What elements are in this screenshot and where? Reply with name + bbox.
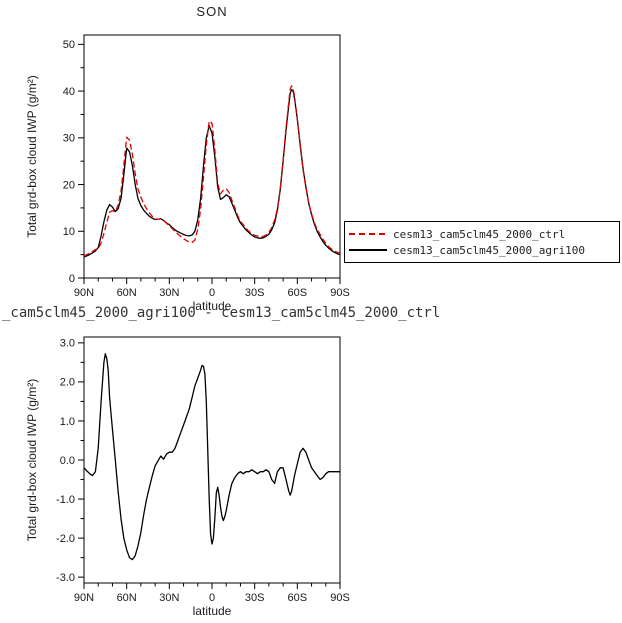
- svg-text:Total grd-box cloud IWP (g/m²): Total grd-box cloud IWP (g/m²): [25, 75, 39, 238]
- svg-text:20: 20: [63, 179, 75, 191]
- svg-text:0: 0: [209, 287, 215, 299]
- svg-text:-1.0: -1.0: [56, 494, 75, 506]
- svg-text:30N: 30N: [159, 592, 179, 604]
- svg-text:latitude: latitude: [193, 299, 232, 313]
- svg-text:60N: 60N: [117, 592, 137, 604]
- legend-entry-ctrl: cesm13_cam5clm45_2000_ctrl: [349, 226, 615, 242]
- svg-text:10: 10: [63, 226, 75, 238]
- svg-text:60S: 60S: [288, 287, 308, 299]
- svg-text:30: 30: [63, 133, 75, 145]
- legend-line-agri100-icon: [349, 249, 387, 251]
- svg-text:30S: 30S: [245, 592, 265, 604]
- svg-text:90N: 90N: [74, 592, 94, 604]
- svg-text:90S: 90S: [330, 592, 350, 604]
- legend-entry-agri100: cesm13_cam5clm45_2000_agri100: [349, 242, 615, 258]
- svg-text:2.0: 2.0: [60, 377, 75, 389]
- svg-text:30S: 30S: [245, 287, 265, 299]
- svg-text:40: 40: [63, 86, 75, 98]
- bottom-difference-chart: 90N 60N 30N 0 30S 60S 90S -3.0 -2.0 -1.0 0.0 1.0 2.0…: [25, 336, 350, 618]
- svg-text:0.0: 0.0: [60, 455, 75, 467]
- svg-text:60S: 60S: [288, 592, 308, 604]
- legend-line-ctrl-icon: [349, 233, 387, 235]
- svg-text:Total grd-box cloud IWP (g/m²): Total grd-box cloud IWP (g/m²): [25, 379, 39, 542]
- svg-text:30N: 30N: [159, 287, 179, 299]
- svg-text:50: 50: [63, 39, 75, 51]
- svg-text:90N: 90N: [74, 287, 94, 299]
- svg-text:-2.0: -2.0: [56, 533, 75, 545]
- legend: cesm13_cam5clm45_2000_ctrl cesm13_cam5cl…: [344, 221, 620, 263]
- svg-text:90S: 90S: [330, 287, 350, 299]
- svg-text:-3.0: -3.0: [56, 572, 75, 584]
- svg-text:0: 0: [69, 273, 75, 285]
- svg-text:latitude: latitude: [193, 604, 232, 618]
- top-chart: 90N 60N 30N 0 30S 60S 90S 0 10 20 30 40 50 Total grd-…: [25, 34, 350, 313]
- svg-text:1.0: 1.0: [60, 416, 75, 428]
- svg-text:3.0: 3.0: [60, 338, 75, 350]
- legend-label-ctrl: cesm13_cam5clm45_2000_ctrl: [393, 227, 566, 241]
- legend-label-agri100: cesm13_cam5clm45_2000_agri100: [393, 243, 586, 257]
- svg-text:0: 0: [209, 592, 215, 604]
- bottom-chart-title: _cam5clm45_2000_agri100 - cesm13_cam5clm…: [2, 305, 441, 321]
- svg-text:60N: 60N: [117, 287, 137, 299]
- top-chart-title: SON: [196, 4, 228, 19]
